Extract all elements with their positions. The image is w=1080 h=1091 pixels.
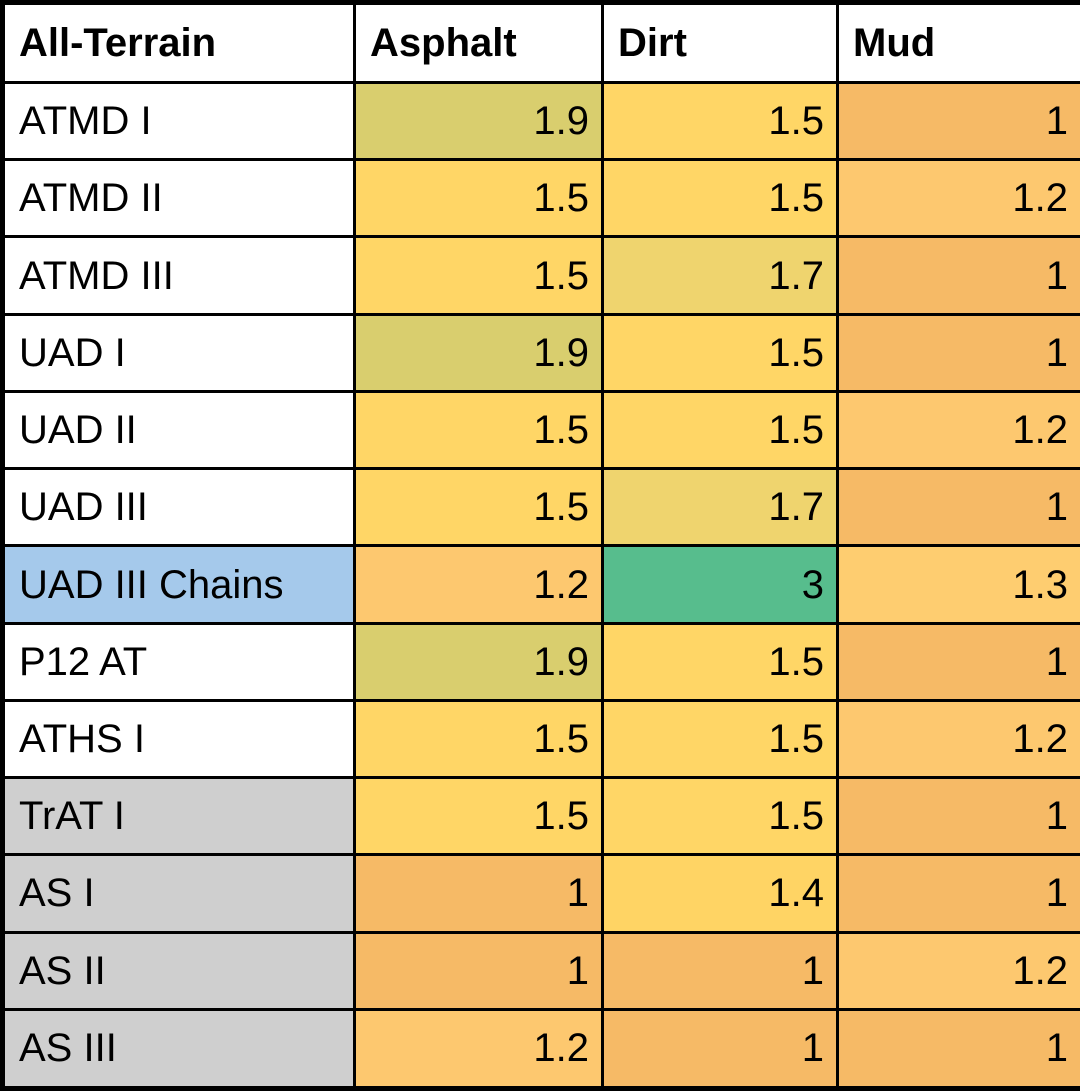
- cell-atmd-i-mud: 1: [836, 80, 1080, 162]
- cell-as-ii-dirt: 1: [601, 930, 839, 1011]
- cell-uad-ii-mud: 1.2: [836, 389, 1080, 471]
- cell-atmd-iii-mud: 1: [836, 235, 1080, 316]
- row-label-p12-at: P12 AT: [1, 621, 356, 702]
- cell-as-iii-dirt: 1: [601, 1007, 839, 1091]
- cell-uad-i-mud: 1: [836, 312, 1080, 393]
- cell-uad-iii-asphalt: 1.5: [353, 467, 604, 548]
- cell-as-i-dirt: 1.4: [601, 853, 839, 934]
- row-label-trat-i: TrAT I: [1, 776, 356, 857]
- table-row: ATMD II 1.5 1.5 1.2: [1, 158, 1080, 239]
- row-label-as-i: AS I: [1, 853, 356, 934]
- row-label-atmd-iii: ATMD III: [1, 235, 356, 316]
- row-label-as-iii: AS III: [1, 1007, 356, 1091]
- table-row: AS I 1 1.4 1: [1, 853, 1080, 934]
- cell-atmd-ii-asphalt: 1.5: [353, 158, 604, 239]
- cell-as-i-asphalt: 1: [353, 853, 604, 934]
- cell-as-i-mud: 1: [836, 853, 1080, 934]
- table-row: UAD I 1.9 1.5 1: [1, 312, 1080, 393]
- header-row: All-Terrain Asphalt Dirt Mud: [1, 1, 1080, 84]
- row-label-atmd-ii: ATMD II: [1, 158, 356, 239]
- cell-uad-ii-asphalt: 1.5: [353, 389, 604, 471]
- row-label-as-ii: AS II: [1, 930, 356, 1011]
- table-body: ATMD I 1.9 1.5 1 ATMD II 1.5 1.5 1.2 ATM…: [1, 80, 1080, 1091]
- column-header-dirt: Dirt: [601, 1, 839, 84]
- table-row: TrAT I 1.5 1.5 1: [1, 776, 1080, 857]
- cell-trat-i-dirt: 1.5: [601, 776, 839, 857]
- cell-as-iii-asphalt: 1.2: [353, 1007, 604, 1091]
- cell-as-ii-asphalt: 1: [353, 930, 604, 1011]
- table-row: P12 AT 1.9 1.5 1: [1, 621, 1080, 702]
- cell-atmd-ii-dirt: 1.5: [601, 158, 839, 239]
- cell-as-iii-mud: 1: [836, 1007, 1080, 1091]
- cell-trat-i-mud: 1: [836, 776, 1080, 857]
- table-row: AS III 1.2 1 1: [1, 1007, 1080, 1091]
- row-label-uad-ii: UAD II: [1, 389, 356, 471]
- table-row: UAD III Chains 1.2 3 1.3: [1, 544, 1080, 625]
- cell-atmd-iii-asphalt: 1.5: [353, 235, 604, 316]
- table-row: ATHS I 1.5 1.5 1.2: [1, 698, 1080, 780]
- table-header: All-Terrain Asphalt Dirt Mud: [1, 1, 1080, 84]
- row-label-atmd-i: ATMD I: [1, 80, 356, 162]
- table-row: AS II 1 1 1.2: [1, 930, 1080, 1011]
- row-label-uad-iii-chains: UAD III Chains: [1, 544, 356, 625]
- table-row: UAD II 1.5 1.5 1.2: [1, 389, 1080, 471]
- column-header-asphalt: Asphalt: [353, 1, 604, 84]
- table-row: ATMD III 1.5 1.7 1: [1, 235, 1080, 316]
- cell-aths-i-dirt: 1.5: [601, 698, 839, 780]
- table-row: UAD III 1.5 1.7 1: [1, 467, 1080, 548]
- cell-uad-ii-dirt: 1.5: [601, 389, 839, 471]
- cell-trat-i-asphalt: 1.5: [353, 776, 604, 857]
- cell-atmd-ii-mud: 1.2: [836, 158, 1080, 239]
- cell-p12-at-mud: 1: [836, 621, 1080, 702]
- cell-atmd-iii-dirt: 1.7: [601, 235, 839, 316]
- cell-uad-i-dirt: 1.5: [601, 312, 839, 393]
- column-header-mud: Mud: [836, 1, 1080, 84]
- cell-uad-iii-chains-asphalt: 1.2: [353, 544, 604, 625]
- cell-uad-i-asphalt: 1.9: [353, 312, 604, 393]
- cell-atmd-i-asphalt: 1.9: [353, 80, 604, 162]
- cell-uad-iii-chains-dirt: 3: [601, 544, 839, 625]
- row-label-uad-iii: UAD III: [1, 467, 356, 548]
- row-label-aths-i: ATHS I: [1, 698, 356, 780]
- cell-uad-iii-dirt: 1.7: [601, 467, 839, 548]
- cell-aths-i-asphalt: 1.5: [353, 698, 604, 780]
- cell-uad-iii-chains-mud: 1.3: [836, 544, 1080, 625]
- column-header-all-terrain: All-Terrain: [1, 1, 356, 84]
- table-row: ATMD I 1.9 1.5 1: [1, 80, 1080, 162]
- cell-p12-at-dirt: 1.5: [601, 621, 839, 702]
- cell-uad-iii-mud: 1: [836, 467, 1080, 548]
- cell-aths-i-mud: 1.2: [836, 698, 1080, 780]
- row-label-uad-i: UAD I: [1, 312, 356, 393]
- cell-as-ii-mud: 1.2: [836, 930, 1080, 1011]
- cell-atmd-i-dirt: 1.5: [601, 80, 839, 162]
- cell-p12-at-asphalt: 1.9: [353, 621, 604, 702]
